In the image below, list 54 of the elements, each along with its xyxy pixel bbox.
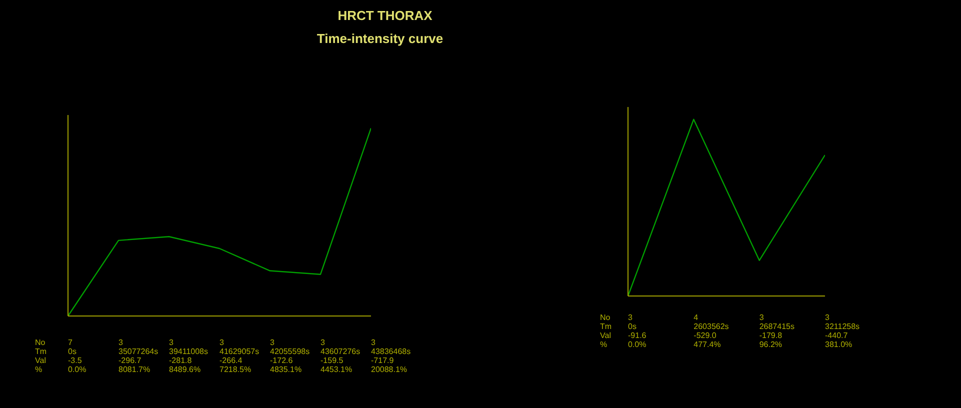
text: 43607276s [320, 347, 360, 356]
text: % [600, 340, 608, 349]
data-label: 4835.1% [270, 365, 302, 374]
text: 7 [68, 338, 72, 347]
text: 4 [694, 313, 698, 322]
text: 0s [628, 322, 636, 331]
text: 41629057s [220, 347, 260, 356]
text: 39411008s [169, 347, 208, 356]
text: 3 [371, 338, 376, 347]
text: No [35, 338, 46, 347]
text: -440.7 [825, 331, 848, 340]
text: 3 [320, 338, 325, 347]
data-label: 8081.7% [118, 365, 150, 374]
text: 3 [628, 313, 632, 322]
data-label: 20088.1% [371, 365, 408, 374]
text: Tm [35, 347, 47, 356]
text: -179.8 [759, 331, 782, 340]
chart-title: HRCT THORAX [336, 8, 434, 23]
text: 3 [169, 338, 174, 347]
text: -529.0 [694, 331, 716, 340]
text: 35077264s [118, 347, 158, 356]
text: -3.5 [68, 356, 82, 365]
text: Val [35, 356, 46, 365]
text: -281.8 [169, 356, 192, 365]
text: 3 [270, 338, 274, 347]
data-label: 0.0% [628, 340, 646, 349]
text: -296.7 [118, 356, 142, 365]
text: -91.6 [628, 331, 646, 340]
text: -266.4 [220, 356, 242, 365]
text: Val [600, 331, 611, 340]
text: 0s [68, 347, 76, 356]
data-label: 477.4% [694, 340, 721, 349]
text: % [35, 365, 42, 374]
text: 3 [759, 313, 764, 322]
text: -717.9 [371, 356, 394, 365]
text: Tm [600, 322, 612, 331]
text: No [600, 313, 610, 322]
text: 42055598s [270, 347, 310, 356]
data-label: 8489.6% [169, 365, 201, 374]
text: 2603562s [694, 322, 729, 331]
text: -172.6 [270, 356, 293, 365]
text: 3 [825, 313, 830, 322]
text: 2687415s [759, 322, 794, 331]
data-label: 381.0% [825, 340, 852, 349]
data-label: 96.2% [759, 340, 782, 349]
text: 43836468s [371, 347, 411, 356]
data-label: 4453.1% [320, 365, 352, 374]
data-label: 0.0% [68, 365, 86, 374]
chart-subtitle: Time-intensity curve [316, 31, 444, 46]
text: 3211258s [825, 322, 860, 331]
text: 3 [220, 338, 224, 347]
text: -159.5 [320, 356, 344, 365]
data-label: 7218.5% [220, 365, 252, 374]
text: 3 [118, 338, 123, 347]
